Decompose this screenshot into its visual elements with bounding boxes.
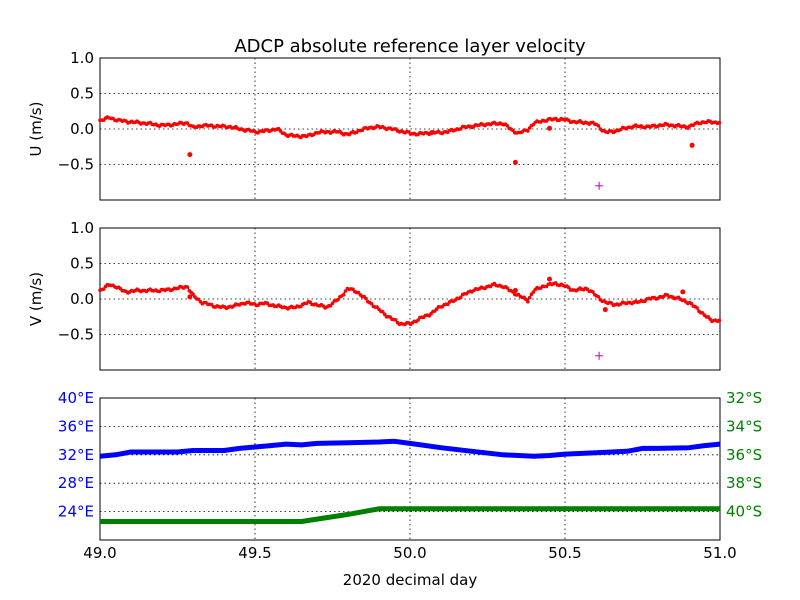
- v-velocity-panel: 1.0 0.5 0.0 −0.5 V (m/s): [27, 219, 722, 371]
- u-outlier-point: [547, 125, 552, 131]
- u-ytick-2: 0.5: [70, 85, 94, 103]
- u-outlier-point: [689, 142, 695, 148]
- u-plot-frame: [99, 57, 721, 201]
- v-outlier-point: [547, 276, 552, 282]
- v-data-point: [591, 290, 595, 294]
- lat-tick-5: 40°S: [726, 503, 762, 521]
- v-ytick-3: 0.0: [70, 290, 94, 308]
- u-outlier-point: [187, 152, 193, 158]
- position-panel: 40°E 36°E 32°E 28°E 24°E 32°S 34°S 36°S …: [58, 389, 762, 541]
- lat-tick-2: 34°S: [726, 417, 762, 435]
- u-data-point: [717, 120, 722, 125]
- u-data-point: [526, 129, 530, 133]
- lon-tick-2: 36°E: [58, 417, 94, 435]
- v-data-point: [328, 304, 333, 308]
- v-data-point: [526, 299, 530, 304]
- lat-tick-3: 36°S: [726, 446, 762, 464]
- chart-title: ADCP absolute reference layer velocity: [234, 36, 586, 57]
- longitude-line: [99, 438, 721, 459]
- v-data-point: [505, 286, 510, 290]
- v-data-point: [341, 292, 346, 297]
- v-ylabel: V (m/s): [27, 272, 45, 326]
- lon-tick-4: 28°E: [58, 474, 94, 492]
- lon-tick-3: 32°E: [58, 446, 94, 464]
- x-axis-label: 2020 decimal day: [343, 571, 478, 589]
- u-velocity-panel: 1.0 0.5 0.0 −0.5 U (m/s): [27, 49, 722, 201]
- v-data-point: [191, 292, 195, 296]
- v-plot-frame: [99, 227, 721, 371]
- v-data-point: [380, 310, 385, 314]
- v-data-point: [369, 302, 374, 306]
- v-data-point: [459, 295, 463, 300]
- u-data-point: [511, 128, 515, 133]
- u-data-point: [185, 121, 190, 125]
- position-data-layer: [99, 438, 721, 524]
- v-data-point: [393, 318, 398, 322]
- v-data-point: [695, 306, 699, 310]
- xtick-50-0: 50.0: [393, 544, 426, 562]
- v-data-point: [364, 296, 368, 301]
- v-outlier-point: [602, 307, 608, 313]
- v-data-point: [416, 318, 420, 322]
- u-data-point: [505, 124, 510, 128]
- u-outlier-point: [512, 159, 518, 165]
- v-data-point: [382, 312, 387, 317]
- v-data-layer: [98, 276, 722, 360]
- lon-tick-1: 40°E: [58, 389, 94, 407]
- u-data-layer: [98, 115, 722, 190]
- xtick-49-0: 49.0: [83, 544, 116, 562]
- v-data-point: [596, 295, 601, 299]
- v-data-point: [336, 297, 340, 302]
- v-outlier-point: [512, 288, 518, 293]
- v-ytick-4: −0.5: [58, 326, 94, 344]
- u-ytick-4: −0.5: [58, 156, 94, 174]
- u-outlier-point: [429, 130, 435, 136]
- v-data-point: [717, 318, 722, 323]
- lat-tick-4: 38°S: [726, 474, 762, 492]
- v-data-point: [531, 290, 536, 294]
- v-data-point: [527, 295, 532, 300]
- v-data-point: [343, 289, 348, 293]
- v-data-point: [185, 285, 190, 289]
- v-data-point: [375, 305, 379, 309]
- u-ytick-1: 1.0: [70, 49, 94, 67]
- lon-tick-5: 24°E: [58, 503, 94, 521]
- v-data-point: [351, 287, 355, 292]
- xtick-49-5: 49.5: [238, 544, 271, 562]
- xtick-50-5: 50.5: [548, 544, 581, 562]
- v-data-point: [330, 301, 335, 306]
- u-ytick-3: 0.0: [70, 120, 94, 138]
- u-ylabel: U (m/s): [27, 102, 45, 157]
- latitude-line: [100, 506, 720, 524]
- v-data-point: [524, 297, 528, 302]
- lat-tick-1: 32°S: [726, 389, 762, 407]
- v-ytick-1: 1.0: [70, 219, 94, 237]
- u-data-point: [596, 124, 601, 128]
- v-outlier-point: [187, 294, 193, 300]
- v-outlier-point: [680, 289, 686, 295]
- v-ytick-2: 0.5: [70, 255, 94, 273]
- pos-plot-frame: [99, 397, 721, 541]
- xtick-51-0: 51.0: [703, 544, 736, 562]
- v-data-point: [101, 287, 106, 291]
- v-data-point: [566, 285, 571, 290]
